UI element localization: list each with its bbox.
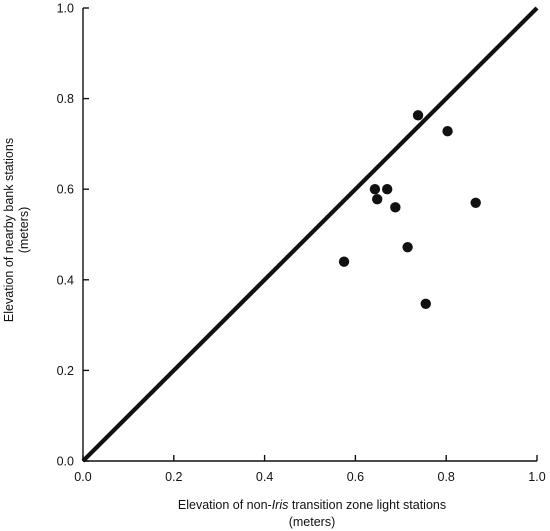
x-tick-label: 1.0	[528, 470, 545, 484]
x-tick-label: 0.2	[165, 470, 182, 484]
y-tick-label: 0.4	[57, 273, 74, 287]
data-point	[402, 241, 413, 253]
data-point	[371, 193, 383, 205]
data-point	[390, 202, 401, 213]
y-tick-label: 0.8	[57, 92, 74, 106]
reference-line	[81, 6, 539, 463]
axes	[82, 8, 537, 462]
x-tick-label: 0.8	[438, 470, 455, 484]
data-point	[381, 184, 393, 195]
data-point	[412, 110, 424, 121]
x-tick-label: 0.6	[347, 470, 364, 484]
data-point	[420, 298, 431, 310]
data-point	[369, 184, 381, 195]
data-point	[338, 256, 350, 267]
y-tick-label: 1.0	[57, 2, 74, 16]
y-tick-label: 0.0	[57, 455, 74, 469]
x-axis-title-unit: (meters)	[289, 515, 336, 529]
y-ticks: 0.0 0.2 0.4 0.6 0.8 1.0	[57, 2, 89, 469]
y-axis-title-unit: (meters)	[17, 207, 31, 254]
y-axis-title: Elevation of nearby bank stations	[2, 138, 16, 322]
y-tick-label: 0.2	[57, 364, 74, 378]
x-tick-label: 0.4	[256, 470, 273, 484]
y-tick-label: 0.6	[57, 183, 74, 197]
data-point	[442, 126, 453, 137]
x-ticks: 0.0 0.2 0.4 0.6 0.8 1.0	[74, 455, 546, 484]
data-points	[338, 110, 481, 310]
x-tick-label: 0.0	[74, 470, 91, 484]
data-point	[470, 197, 481, 208]
x-axis-title: Elevation of non-Iris transition zone li…	[178, 498, 446, 512]
